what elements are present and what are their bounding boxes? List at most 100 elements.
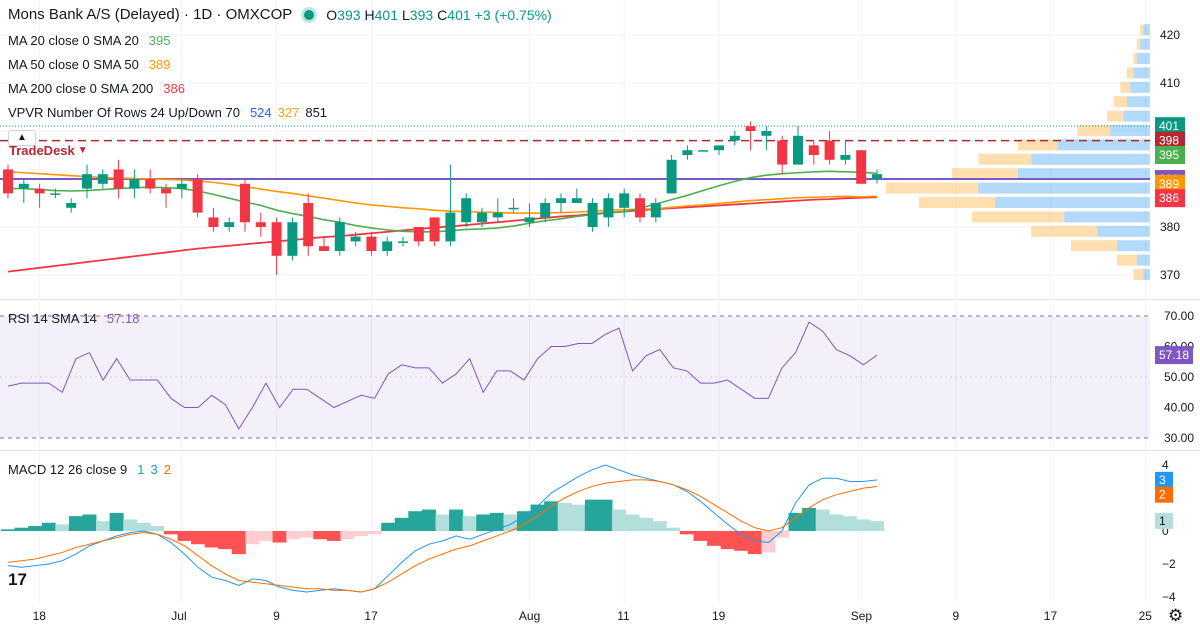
macd-axis-tick: −2 [1162, 557, 1176, 571]
rsi-value: 57.18 [106, 311, 140, 326]
vpvr-down-value: 327 [277, 105, 300, 120]
macd-histogram-bar [96, 521, 111, 531]
vpvr-up-bar [1136, 254, 1150, 266]
macd-histogram-bar [218, 531, 233, 550]
macd-histogram-bar [870, 521, 884, 531]
candle-body [777, 140, 788, 165]
open-value: 393 [337, 6, 361, 23]
time-axis-tick: 17 [1044, 609, 1058, 623]
macd-histogram-bar [707, 531, 722, 546]
candle-body [334, 222, 345, 251]
macd-legend[interactable]: MACD 12 26 close 9 1 3 2 [8, 462, 171, 477]
rsi-legend[interactable]: RSI 14 SMA 14 57.18 [8, 311, 139, 326]
macd-histogram-bar [625, 514, 640, 531]
candle-body [350, 236, 361, 242]
macd-axis-tick: 4 [1162, 458, 1169, 472]
candle-body [50, 193, 61, 195]
macd-histogram-bar [299, 531, 314, 538]
vpvr-up-bar [1126, 96, 1150, 108]
vpvr-down-bar [1077, 125, 1111, 136]
macd-histogram-bar [136, 522, 151, 531]
ohlc-values: O393 H401 L393 C401 +3 (+0.75%) [326, 7, 551, 23]
candle-body [477, 212, 487, 223]
macd-histogram-bar [530, 504, 545, 531]
symbol-legend[interactable]: Mons Bank A/S (Delayed) · 1D · OMXCOP O3… [8, 6, 552, 23]
price-tag: 398 [1159, 134, 1179, 148]
price-axis-tick: 370 [1160, 268, 1180, 282]
macd-label: MACD 12 26 close 9 [8, 462, 128, 477]
macd-histogram-bar [774, 531, 789, 538]
rsi-axis-tick: 50.00 [1164, 370, 1194, 384]
vpvr-up-bar [1133, 67, 1150, 79]
macd-histogram-bar [639, 517, 654, 531]
candle-body [461, 198, 472, 223]
candle-body [82, 174, 92, 189]
ma200-legend[interactable]: MA 200 close 0 SMA 200 386 [8, 81, 185, 96]
market-status-icon [304, 9, 315, 20]
candle-body [540, 203, 551, 218]
macd-histogram-bar [802, 507, 817, 531]
candle-body [761, 131, 772, 136]
ma50-label: MA 50 close 0 SMA 50 [8, 57, 139, 72]
time-axis-tick: 18 [33, 609, 47, 623]
candle-body [698, 150, 709, 152]
macd-tag-bg [1155, 513, 1173, 530]
vpvr-up-bar [1057, 139, 1150, 151]
macd-tag-bg [1155, 486, 1173, 503]
macd-histogram-bar [326, 531, 341, 541]
macd-histogram-bar [788, 512, 803, 531]
macd-histogram-bar [150, 526, 165, 531]
macd-histogram-bar [191, 531, 206, 545]
candle-body [18, 183, 29, 189]
time-axis-tick: 19 [712, 609, 726, 623]
change-value: +3 (+0.75%) [474, 6, 552, 23]
collapse-legend-button[interactable]: ▲ [8, 130, 36, 146]
ma200-value: 386 [163, 81, 185, 96]
price-tag: 386 [1159, 191, 1179, 205]
vpvr-up-value: 524 [249, 105, 272, 120]
gear-icon[interactable]: ⚙ [1168, 606, 1184, 625]
candle-body [872, 174, 882, 179]
macd-histogram-bar [435, 514, 450, 531]
open-key: O [326, 6, 338, 23]
symbol-title[interactable]: Mons Bank A/S (Delayed) · 1D · OMXCOP [8, 6, 293, 23]
macd-histogram-bar [598, 499, 613, 531]
tradingview-logo[interactable]: 17 [8, 570, 40, 592]
candle-body [556, 198, 566, 203]
price-axis-tick: 380 [1160, 220, 1180, 234]
macd-histogram-bar [408, 511, 423, 531]
vpvr-down-bar [919, 197, 995, 208]
tradedesk-badge[interactable]: TradeDesk ▼ [9, 143, 88, 158]
vpvr-up-bar [1018, 168, 1150, 180]
ma50-legend[interactable]: MA 50 close 0 SMA 50 389 [8, 57, 171, 72]
macd-histogram-bar [761, 531, 776, 553]
candle-body [34, 188, 45, 194]
candle-body [571, 198, 582, 203]
macd-tag: 3 [1159, 473, 1166, 487]
macd-histogram-bar [245, 531, 260, 545]
macd-line [7, 464, 878, 593]
macd-histogram-bar [720, 531, 735, 550]
macd-histogram-bar [381, 522, 396, 531]
macd-histogram-bar [503, 514, 518, 531]
macd-histogram-bar [666, 527, 681, 531]
macd-histogram-bar [231, 531, 246, 555]
macd-histogram-bar [367, 531, 382, 535]
macd-histogram-bar [109, 512, 124, 531]
vpvr-legend[interactable]: VPVR Number Of Rows 24 Up/Down 70 524 32… [8, 105, 327, 120]
price-tag-bg [1155, 174, 1185, 193]
vpvr-up-bar [994, 197, 1150, 208]
macd-histogram-bar [693, 531, 708, 541]
macd-histogram-bar [462, 516, 477, 531]
vpvr-up-bar [1143, 269, 1150, 280]
macd-histogram-bar [449, 509, 464, 531]
macd-histogram-bar [394, 517, 409, 531]
candle-body [398, 241, 408, 243]
macd-histogram-bar [163, 531, 178, 535]
ma20-legend[interactable]: MA 20 close 0 SMA 20 395 [8, 33, 171, 48]
candle-body [224, 222, 235, 227]
macd-histogram-bar [272, 531, 287, 543]
macd-histogram-bar [123, 519, 138, 531]
